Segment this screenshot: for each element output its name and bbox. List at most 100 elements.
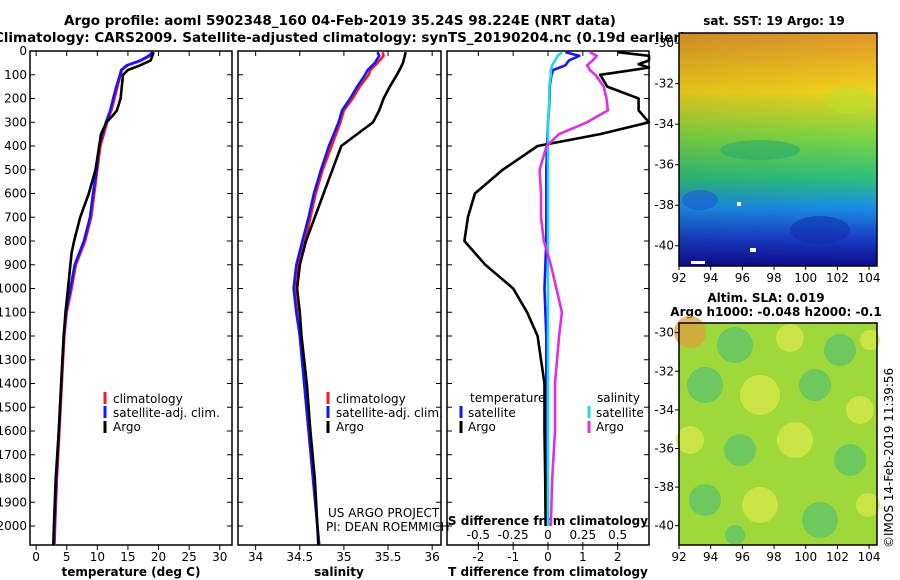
legend-label-climatology: climatology bbox=[113, 392, 183, 406]
x-tick-label: 2 bbox=[614, 550, 622, 564]
map-y-tick-label: -30 bbox=[654, 326, 674, 340]
difference-panel: -2 -1 0 1 2 S difference from climatology -0… bbox=[446, 50, 651, 579]
temperature-frame bbox=[29, 50, 233, 546]
y-tick-label: 1800 bbox=[0, 472, 27, 486]
map-x-tick-label: 94 bbox=[703, 271, 718, 285]
temperature-x-axis: 0 5 10 15 20 25 30 bbox=[32, 51, 227, 564]
x-tick-label: -1 bbox=[507, 550, 519, 564]
map-y-tick-label: -40 bbox=[654, 239, 674, 253]
x-tick-label: 0 bbox=[32, 550, 40, 564]
series-argo bbox=[295, 51, 407, 546]
credit-project: US ARGO PROJECT bbox=[328, 506, 440, 520]
sst-axes: 92 94 96 98 100 102 104 -30 -32 -34 -36 -38 -40 bbox=[654, 36, 880, 285]
series-satellite-adj-clim- bbox=[292, 51, 381, 546]
s-difference-tick-labels: -0.5 -0.25 0 0.25 0.5 bbox=[467, 528, 628, 542]
x-tick-label: 25 bbox=[182, 550, 197, 564]
sla-blob bbox=[776, 324, 804, 352]
difference-series bbox=[463, 50, 651, 527]
sla-blob bbox=[740, 375, 780, 415]
x-tick-label: 34 bbox=[248, 550, 263, 564]
series-salinity-argo bbox=[538, 51, 610, 527]
series-temperature-satellite bbox=[543, 50, 581, 526]
t-difference-x-label: T difference from climatology bbox=[448, 565, 648, 579]
diff-legend-label-s-satellite: satellite bbox=[596, 406, 644, 420]
sal-legend-label-satellite: satellite-adj. clim. bbox=[336, 406, 443, 420]
x-tick-label: 1 bbox=[579, 550, 587, 564]
sla-blob bbox=[777, 422, 813, 458]
diff-legend-label-t-argo: Argo bbox=[468, 420, 496, 434]
y-tick-label: 500 bbox=[4, 163, 27, 177]
map-x-tick-label: 92 bbox=[671, 550, 686, 564]
y-tick-label: 1600 bbox=[0, 424, 27, 438]
diff-legend-label-t-satellite: satellite bbox=[468, 406, 516, 420]
sla-blob bbox=[824, 334, 856, 366]
x-tick-label: 0 bbox=[544, 550, 552, 564]
salinity-frame bbox=[237, 50, 442, 546]
y-tick-label: 1500 bbox=[0, 400, 27, 414]
legend-label-argo: Argo bbox=[113, 420, 141, 434]
salinity-series bbox=[292, 51, 407, 546]
series-salinity-satellite bbox=[546, 51, 563, 526]
x-tick-label: 35.5 bbox=[375, 550, 402, 564]
salinity-x-label: salinity bbox=[314, 565, 364, 579]
sst-gap bbox=[737, 202, 741, 206]
s-tick-label: 0.5 bbox=[608, 528, 627, 542]
map-y-tick-label: -38 bbox=[654, 480, 674, 494]
sla-blob bbox=[725, 525, 745, 545]
map-y-tick-label: -36 bbox=[654, 158, 674, 172]
sal-legend-label-argo: Argo bbox=[336, 420, 364, 434]
sst-blob bbox=[825, 86, 875, 114]
s-tick-label: 0 bbox=[544, 528, 552, 542]
y-tick-label: 1300 bbox=[0, 353, 27, 367]
map-x-tick-label: 100 bbox=[794, 271, 817, 285]
y-tick-label: 1400 bbox=[0, 377, 27, 391]
y-tick-label: 600 bbox=[4, 187, 27, 201]
sla-frame bbox=[678, 322, 878, 546]
y-tick-label: 1000 bbox=[0, 282, 27, 296]
y-tick-label: 900 bbox=[4, 258, 27, 272]
y-tick-label: 300 bbox=[4, 115, 27, 129]
s-tick-label: -0.5 bbox=[467, 528, 490, 542]
sst-blob bbox=[720, 140, 800, 160]
y-tick-label: 1100 bbox=[0, 305, 27, 319]
y-tick-label: 1700 bbox=[0, 448, 27, 462]
map-y-tick-label: -36 bbox=[654, 441, 674, 455]
salinity-legend: climatology satellite-adj. clim. Argo bbox=[326, 392, 443, 434]
series-climatology bbox=[293, 51, 385, 546]
map-x-tick-label: 104 bbox=[858, 271, 881, 285]
series-satellite-adj-clim- bbox=[52, 51, 154, 546]
y-tick-label: 400 bbox=[4, 139, 27, 153]
map-x-tick-label: 96 bbox=[735, 271, 750, 285]
x-tick-label: 35 bbox=[336, 550, 351, 564]
salinity-depth-ticks bbox=[238, 50, 441, 527]
title-line-1: Argo profile: aoml 5902348_160 04-Feb-20… bbox=[64, 13, 616, 29]
legend-title-salinity: salinity bbox=[597, 391, 640, 405]
sst-blob bbox=[790, 216, 850, 244]
sst-scale-bar bbox=[691, 261, 705, 264]
y-tick-label: 1900 bbox=[0, 495, 27, 509]
x-tick-label: 30 bbox=[212, 550, 227, 564]
map-y-tick-label: -34 bbox=[654, 117, 674, 131]
y-tick-label: 800 bbox=[4, 234, 27, 248]
legend-label-satellite: satellite-adj. clim. bbox=[113, 406, 220, 420]
temperature-legend: climatology satellite-adj. clim. Argo bbox=[103, 392, 220, 434]
difference-depth-ticks bbox=[447, 50, 649, 527]
sst-map-title: sat. SST: 19 Argo: 19 bbox=[703, 14, 845, 28]
depth-axis: 0 100 200 300 400 500 600 700 800 900 1000 1100 1200… bbox=[0, 44, 232, 533]
sla-blob bbox=[856, 493, 880, 517]
x-tick-label: 34.5 bbox=[286, 550, 313, 564]
salinity-x-axis: 34 34.5 35 35.5 36 bbox=[248, 51, 440, 564]
map-x-tick-label: 102 bbox=[826, 271, 849, 285]
sla-map-title-2: Argo h1000: -0.048 h2000: -0.1 bbox=[670, 305, 881, 319]
map-x-tick-label: 94 bbox=[703, 550, 718, 564]
y-tick-label: 0 bbox=[19, 44, 27, 58]
map-y-tick-label: -34 bbox=[654, 403, 674, 417]
diff-legend-label-s-argo: Argo bbox=[596, 420, 624, 434]
credit-pi: PI: DEAN ROEMMICH bbox=[326, 520, 449, 534]
sst-map-panel: sat. SST: 19 Argo: 19 92 94 96 98 100 102 104 -… bbox=[654, 14, 880, 285]
sla-map-title-1: Altim. SLA: 0.019 bbox=[707, 291, 824, 305]
map-x-tick-label: 92 bbox=[671, 271, 686, 285]
temperature-x-label: temperature (deg C) bbox=[62, 565, 201, 579]
y-tick-label: 200 bbox=[4, 92, 27, 106]
